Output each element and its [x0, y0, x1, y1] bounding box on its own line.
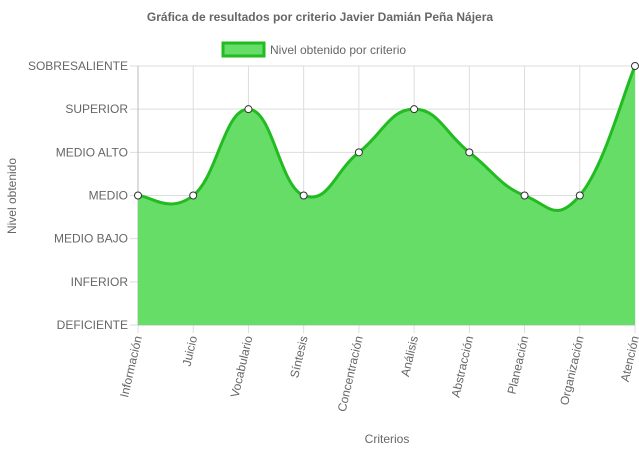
data-point [410, 105, 419, 114]
legend-swatch [221, 41, 266, 58]
x-tick-label: Abstracción [449, 335, 477, 399]
x-tick-label: Vocabulario [228, 334, 256, 399]
x-tick-label: Información [117, 335, 145, 399]
y-tick-label: INFERIOR [71, 275, 129, 289]
x-tick-label: Organización [557, 335, 587, 407]
data-point [134, 191, 142, 200]
data-point [299, 191, 308, 200]
chart-title: Gráfica de resultados por criterio Javie… [147, 10, 493, 24]
x-tick-label: Concentración [335, 335, 366, 414]
data-point [465, 148, 474, 157]
data-point [244, 105, 253, 114]
y-tick-label: MEDIO [89, 189, 128, 203]
legend-label: Nivel obtenido por criterio [270, 43, 406, 57]
y-tick-label: MEDIO BAJO [54, 232, 128, 246]
data-points [134, 62, 639, 200]
x-tick-label: Síntesis [287, 335, 310, 380]
legend[interactable]: Nivel obtenido por criterio [221, 41, 406, 58]
x-tick-label: Planeación [504, 335, 531, 396]
y-axis-title: Nivel obtenido [5, 158, 19, 234]
x-tick-label: Atención [618, 335, 639, 384]
y-tick-label: SUPERIOR [65, 102, 128, 116]
data-point [575, 191, 584, 200]
series-line [137, 65, 637, 213]
y-tick-label: MEDIO ALTO [56, 145, 128, 159]
data-point [189, 191, 198, 200]
x-axis-title: Criterios [365, 432, 410, 446]
plot-area [137, 65, 637, 325]
y-tick-label: DEFICIENTE [57, 318, 128, 332]
data-point [520, 191, 529, 200]
x-axis-ticks: Información Juicio Vocabulario Síntesis Conc… [117, 334, 639, 413]
series-area [138, 66, 635, 325]
x-tick-label: Juicio [180, 334, 201, 367]
data-point [354, 148, 363, 157]
y-axis-ticks: DEFICIENTE INFERIOR MEDIO BAJO MEDIO MEDIO A… [28, 59, 128, 332]
data-point [631, 62, 639, 70]
y-tick-label: SOBRESALIENTE [28, 59, 128, 73]
x-tick-label: Análisis [398, 335, 421, 378]
